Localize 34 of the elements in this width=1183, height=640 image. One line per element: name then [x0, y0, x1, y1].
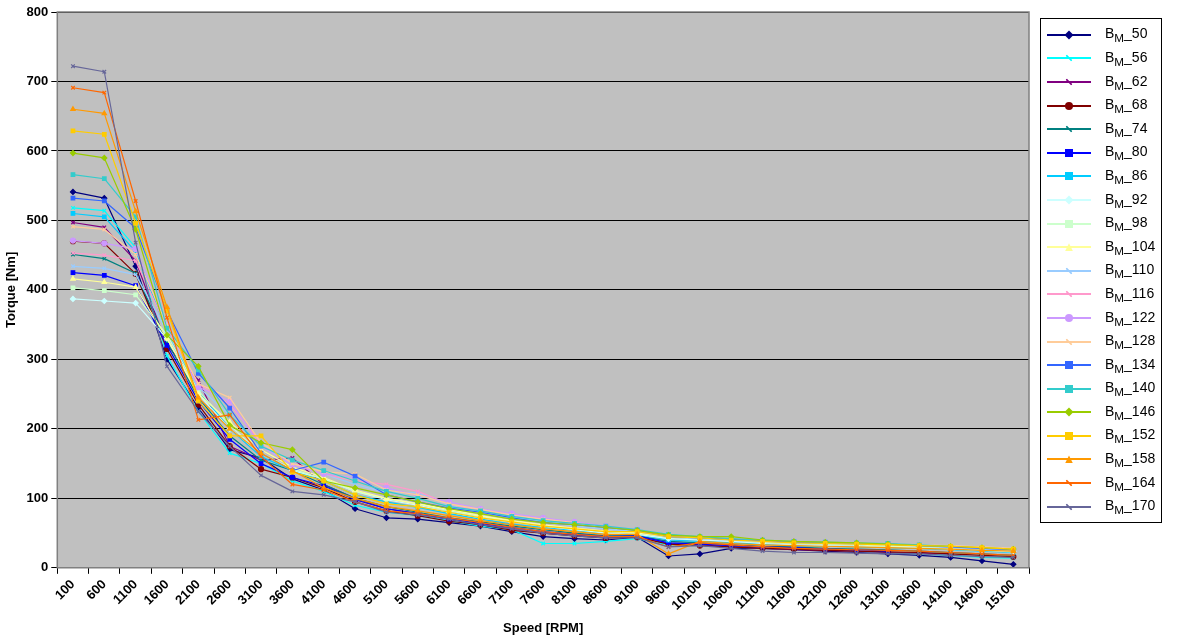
legend-label: B$_{M}$_158: [1105, 450, 1156, 469]
x-axis-title: Speed [RPM]: [503, 619, 584, 635]
legend-label: B$_{M}$_116: [1105, 284, 1155, 304]
legend-label: B$_{M}$_50: [1105, 25, 1148, 45]
x-tick-label: 600: [83, 576, 109, 603]
y-tick-label: 800: [26, 3, 49, 19]
legend-label: B$_{M}$_104: [1105, 237, 1156, 257]
legend-label: B$_{M}$_134: [1105, 355, 1156, 375]
legend-label: B$_{M}$_62: [1105, 72, 1148, 92]
y-tick-label: 100: [26, 489, 49, 505]
legend-label: B$_{M}$_86: [1105, 166, 1148, 186]
legend-label: B$_{M}$_74: [1105, 119, 1148, 139]
legend-label: B$_{M}$_140: [1105, 379, 1156, 399]
y-tick-label: 700: [26, 73, 49, 89]
legend-label: B$_{M}$_110: [1105, 261, 1155, 281]
legend-label: B$_{M}$_80: [1105, 143, 1148, 163]
legend-label: B$_{M}$_152: [1105, 426, 1156, 446]
y-tick-label: 0: [41, 559, 49, 575]
legend-label: B$_{M}$_164: [1105, 473, 1156, 493]
y-tick-label: 600: [26, 142, 49, 158]
legend-label: B$_{M}$_56: [1105, 48, 1148, 68]
x-tick-label: 100: [51, 576, 78, 603]
y-axis-title: Torque [Nm]: [3, 251, 19, 329]
y-tick-label: 300: [26, 350, 49, 366]
legend-label: B$_{M}$_98: [1105, 214, 1148, 233]
y-tick-label: 200: [26, 420, 49, 436]
legend-label: B$_{M}$_92: [1105, 190, 1148, 210]
legend-label: B$_{M}$_146: [1105, 402, 1156, 422]
legend-label: B$_{M}$_122: [1105, 308, 1156, 328]
y-tick-label: 400: [26, 281, 49, 297]
legend-label: B$_{M}$_128: [1105, 332, 1156, 351]
legend-label: B$_{M}$_170: [1105, 497, 1156, 517]
y-tick-label: 500: [26, 212, 49, 228]
legend-label: B$_{M}$_68: [1105, 96, 1148, 115]
